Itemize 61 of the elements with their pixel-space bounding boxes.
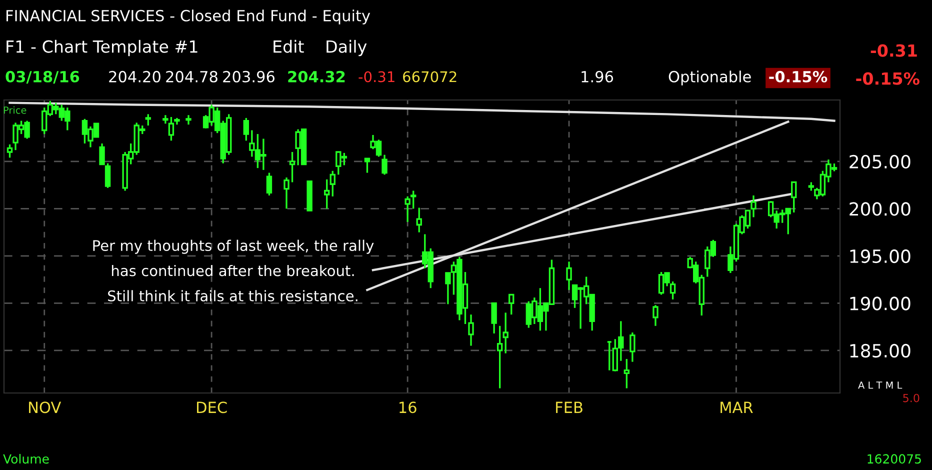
annotation: Per my thoughts of last week, the rally has continued after the breakout. Still think it fails at this resistance. bbox=[93, 240, 374, 302]
text: 5.0 bbox=[903, 394, 920, 402]
x-tick-label: MAR bbox=[720, 402, 753, 413]
candlestick bbox=[330, 170, 336, 198]
x-tick-label: 16 bbox=[400, 402, 416, 414]
candlestick bbox=[284, 176, 290, 210]
text: 667072 bbox=[403, 71, 456, 82]
text: -0.31 bbox=[870, 44, 917, 57]
candlestick bbox=[145, 113, 151, 126]
candlestick bbox=[468, 314, 474, 347]
candlestick bbox=[186, 114, 192, 126]
text: Edit bbox=[274, 40, 304, 53]
candlestick bbox=[508, 294, 514, 316]
y-tick-label: 205.00 bbox=[850, 154, 910, 169]
candlestick bbox=[791, 181, 797, 214]
annotation: Price bbox=[4, 106, 26, 114]
candlestick bbox=[364, 158, 370, 174]
text: 204.20 bbox=[109, 70, 160, 82]
y-tick-label: 200.00 bbox=[850, 202, 910, 216]
candlestick bbox=[382, 154, 388, 176]
candlestick bbox=[410, 190, 416, 210]
text: A L T M L bbox=[858, 382, 902, 389]
candlestick bbox=[6, 144, 13, 158]
text: 203.96 bbox=[223, 70, 274, 82]
candlestick bbox=[496, 325, 503, 390]
text: -0.15% bbox=[856, 72, 920, 85]
text: Optionable bbox=[668, 70, 751, 86]
candlestick bbox=[750, 194, 756, 218]
y-tick-label: 190.00 bbox=[850, 296, 910, 310]
text: -0.31 bbox=[358, 71, 394, 82]
text: Daily bbox=[326, 40, 367, 56]
y-tick-label: 185.00 bbox=[850, 344, 910, 358]
text: -0.15% bbox=[769, 70, 828, 82]
text: F1 - Chart Template #1 bbox=[6, 40, 198, 56]
x-tick-label: FEB bbox=[556, 402, 582, 413]
candlestick bbox=[99, 142, 105, 166]
text: 204.78 bbox=[166, 70, 218, 82]
candlestick bbox=[416, 206, 422, 234]
text: 204.32 bbox=[288, 70, 345, 82]
text: Volume bbox=[3, 454, 49, 464]
text: 03/18/16 bbox=[6, 70, 80, 84]
text: 1.96 bbox=[582, 70, 614, 82]
text: 1620075 bbox=[868, 454, 921, 464]
candlestick bbox=[243, 117, 250, 142]
candlestick bbox=[502, 312, 508, 354]
candlestick bbox=[324, 178, 330, 210]
candlestick bbox=[168, 116, 174, 142]
candlestick bbox=[624, 358, 630, 390]
x-tick-label: DEC bbox=[197, 402, 227, 414]
chart-title: FINANCIAL SERVICES - Closed End Fund - Equity bbox=[6, 10, 370, 24]
candlestick bbox=[491, 302, 497, 334]
candlestick bbox=[566, 260, 572, 291]
candlestick bbox=[266, 172, 272, 196]
y-tick-label: 195.00 bbox=[850, 249, 910, 264]
candlestick bbox=[670, 280, 676, 300]
candlestick bbox=[289, 151, 296, 184]
x-tick-label: NOV bbox=[29, 402, 62, 414]
candlestick bbox=[652, 304, 658, 327]
candlestick bbox=[104, 162, 111, 189]
candlestick bbox=[630, 332, 636, 363]
candlestick bbox=[404, 196, 410, 223]
